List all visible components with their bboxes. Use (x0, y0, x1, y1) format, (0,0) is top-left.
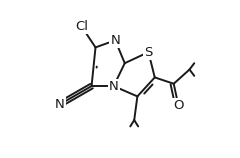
Text: S: S (144, 46, 153, 59)
Text: O: O (173, 99, 184, 112)
Text: Cl: Cl (75, 20, 88, 33)
Text: N: N (55, 98, 65, 111)
Text: N: N (110, 34, 120, 47)
Text: N: N (109, 80, 119, 93)
